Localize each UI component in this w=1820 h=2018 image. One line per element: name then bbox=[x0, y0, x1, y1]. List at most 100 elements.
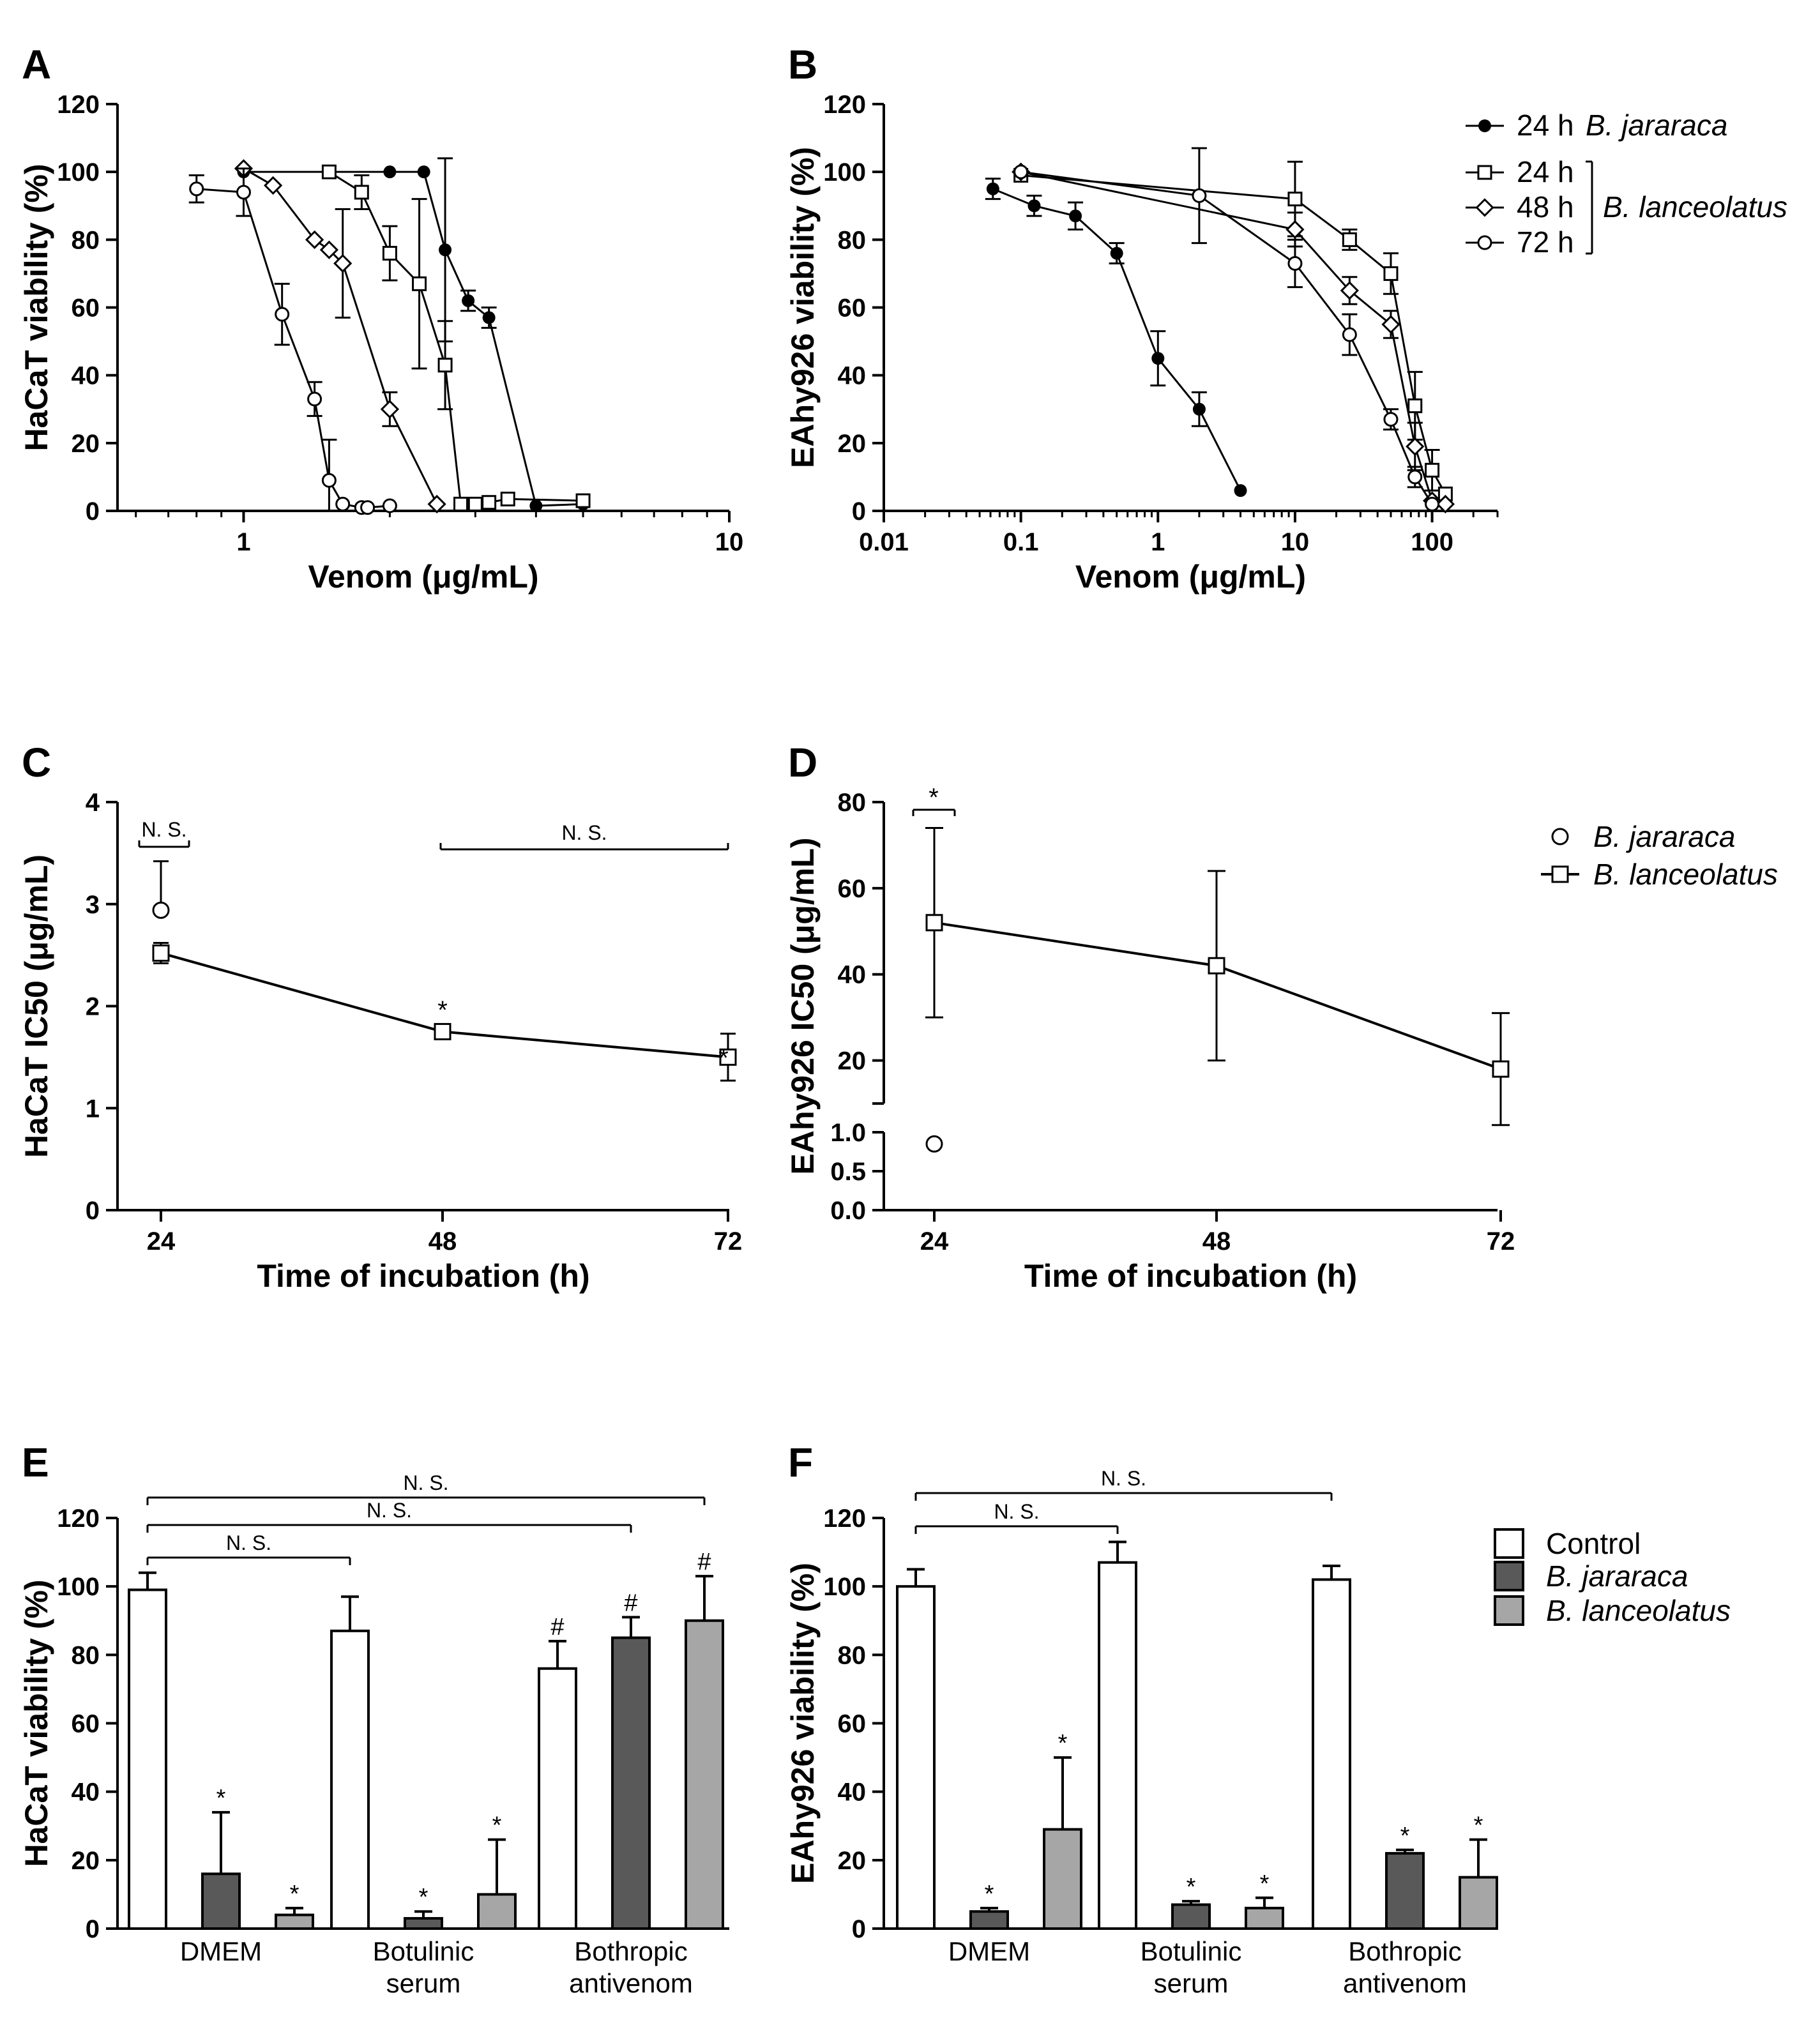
y-tick-label: 100 bbox=[823, 1573, 866, 1601]
series-72-h-b-lanceolatus bbox=[1013, 147, 1440, 512]
significance-mark: * bbox=[985, 1881, 994, 1908]
data-point bbox=[482, 495, 497, 510]
y-tick-label: 100 bbox=[57, 1573, 100, 1601]
series-72-h-b-lanceolatus bbox=[188, 167, 397, 515]
data-point bbox=[152, 901, 170, 919]
legend-item: 24 h bbox=[1466, 155, 1574, 188]
bar bbox=[330, 1629, 370, 1930]
y-tick-label: 100 bbox=[57, 158, 100, 186]
data-point bbox=[467, 496, 483, 512]
bracket-label: N. S. bbox=[1101, 1467, 1146, 1490]
data-point bbox=[1192, 188, 1207, 203]
y-tick-label: 3 bbox=[86, 891, 100, 919]
x-axis-label: Time of incubation (h) bbox=[1024, 1258, 1357, 1294]
y-tick-label: 60 bbox=[838, 294, 867, 322]
bar bbox=[896, 1585, 936, 1931]
significance-star: * bbox=[929, 784, 939, 812]
data-point bbox=[1285, 220, 1305, 239]
y-axis-label: EAhy926 IC50 (μg/mL) bbox=[785, 838, 821, 1175]
data-point bbox=[529, 499, 543, 513]
x-category-label: DMEM bbox=[948, 1936, 1030, 1966]
bar-control bbox=[330, 1595, 370, 1930]
series-24-h-b-jararaca bbox=[985, 178, 1247, 497]
y-tick-label: 60 bbox=[72, 294, 100, 322]
bracket-label: N. S. bbox=[141, 818, 186, 841]
bar-b-jararaca: * bbox=[1385, 1823, 1425, 1931]
significance-mark: * bbox=[1058, 1730, 1068, 1757]
legend-label: B. lanceolatus bbox=[1593, 858, 1778, 891]
panel-F: F 0 20 40 60 80 100 120 EAhy926 viability (%) * * D… bbox=[785, 1439, 1731, 1998]
x-tick-label: 48 bbox=[428, 1227, 457, 1256]
data-point bbox=[1192, 402, 1206, 416]
y-axis-label: HaCaT IC50 (μg/mL) bbox=[19, 854, 54, 1158]
significance-bracket: N. S. bbox=[439, 821, 729, 851]
data-point bbox=[383, 165, 397, 179]
legend-marker bbox=[1477, 235, 1492, 250]
x-axis-label: Time of incubation (h) bbox=[257, 1258, 589, 1294]
significance-mark: * bbox=[419, 1884, 428, 1911]
legend-label: B. jararaca bbox=[1593, 820, 1735, 853]
y-tick-label: 1.0 bbox=[830, 1119, 866, 1147]
series-b-jararaca bbox=[925, 1135, 943, 1153]
data-point bbox=[1013, 164, 1029, 179]
data-point bbox=[462, 294, 475, 307]
y-tick-label: 80 bbox=[838, 1641, 867, 1669]
bar-group: * * DMEM bbox=[896, 1568, 1082, 1966]
bar-b-lanceolatus: * bbox=[1043, 1730, 1082, 1931]
legend-marker bbox=[1477, 165, 1492, 180]
bar-b-lanceolatus: # bbox=[685, 1549, 724, 1930]
data-point bbox=[264, 176, 283, 195]
bracket-label: N. S. bbox=[994, 1500, 1039, 1523]
y-axis-label: HaCaT viability (%) bbox=[19, 1579, 54, 1867]
x-axis-label: Venom (μg/mL) bbox=[1075, 559, 1306, 595]
data-point bbox=[1425, 496, 1440, 512]
bar bbox=[969, 1910, 1009, 1930]
y-axis-label: EAhy926 viability (%) bbox=[785, 1563, 821, 1884]
data-point bbox=[1406, 437, 1425, 456]
y-tick-label: 40 bbox=[72, 1779, 100, 1807]
x-tick-label: 48 bbox=[1202, 1227, 1231, 1256]
data-point bbox=[500, 491, 515, 506]
data-point bbox=[307, 391, 322, 407]
bar bbox=[404, 1916, 443, 1931]
y-tick-label: 40 bbox=[838, 1779, 867, 1807]
data-point bbox=[1342, 327, 1357, 342]
series-24-h-b-lanceolatus bbox=[321, 164, 591, 512]
bar-b-jararaca: * bbox=[404, 1884, 443, 1931]
significance-bracket: N. S. bbox=[138, 818, 190, 848]
y-tick-label: 40 bbox=[72, 362, 100, 390]
legend-marker bbox=[1475, 198, 1494, 217]
bar bbox=[1098, 1561, 1137, 1931]
y-tick-label: 80 bbox=[72, 226, 100, 254]
series-48-h-b-lanceolatus bbox=[234, 159, 446, 514]
data-point bbox=[412, 276, 427, 291]
legend: B. jararaca B. lanceolatus bbox=[1541, 820, 1778, 891]
y-tick-label: 20 bbox=[72, 430, 100, 458]
x-tick-label: 10 bbox=[1281, 528, 1310, 556]
x-tick-label: 0.1 bbox=[1003, 528, 1039, 556]
data-point bbox=[333, 254, 353, 273]
x-category-label: Botulinic bbox=[1141, 1936, 1242, 1966]
y-tick-label: 2 bbox=[86, 993, 100, 1021]
significance-bracket: N. S. bbox=[914, 1500, 1119, 1534]
data-point bbox=[382, 246, 397, 261]
legend-label: Control bbox=[1546, 1527, 1641, 1560]
panel-letter: B bbox=[788, 42, 817, 87]
bar-b-lanceolatus: * bbox=[477, 1812, 517, 1931]
x-tick-label: 10 bbox=[715, 528, 744, 556]
significance-bracket: N. S. bbox=[146, 1471, 706, 1505]
legend-item: B. lanceolatus bbox=[1494, 1594, 1731, 1627]
panel-letter: C bbox=[22, 740, 51, 785]
data-point bbox=[1342, 232, 1357, 247]
y-tick-label: 0 bbox=[852, 1915, 866, 1943]
panel-B: B 0 20 40 60 80 100 120 0.01 0.1 1 10 100 Venom (μg/m… bbox=[785, 42, 1787, 595]
significance-bracket: N. S. bbox=[914, 1467, 1333, 1501]
bar-control bbox=[896, 1568, 936, 1931]
legend-swatch bbox=[1494, 1561, 1524, 1591]
bracket-label: N. S. bbox=[367, 1499, 412, 1522]
y-tick-label: 100 bbox=[823, 158, 866, 186]
series-line bbox=[196, 188, 390, 509]
bar-b-lanceolatus: * bbox=[275, 1881, 314, 1930]
legend-item: B. jararaca bbox=[1551, 820, 1735, 853]
